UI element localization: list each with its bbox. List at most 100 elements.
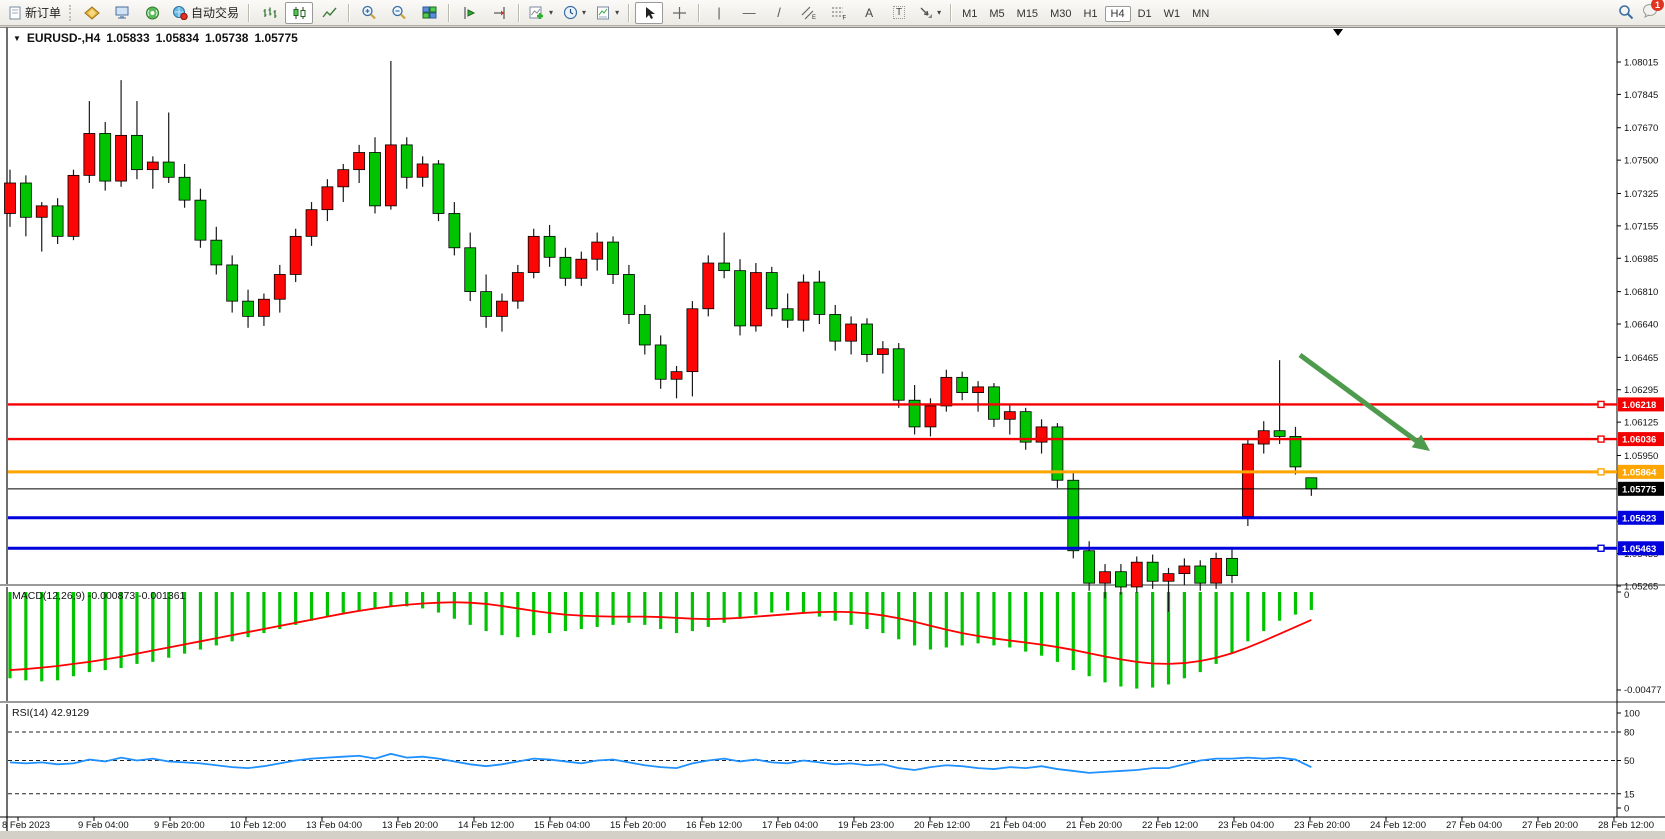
text-tool-button[interactable]: A: [865, 5, 874, 20]
zoom-out-button[interactable]: [385, 2, 413, 24]
virtual-hosting-button[interactable]: [108, 2, 136, 24]
macd-signal-line: [9, 601, 1312, 671]
candle-body: [210, 239, 223, 266]
macd-histogram-bar: [405, 592, 409, 607]
time-tick-label: 21 Feb 20:00: [1066, 820, 1122, 831]
candlestick-chart-button[interactable]: [285, 1, 314, 24]
time-tick-label: 23 Feb 20:00: [1294, 820, 1350, 831]
zoom-in-button[interactable]: [355, 2, 383, 24]
window-left-border: [6, 27, 8, 831]
candle-body: [369, 152, 381, 207]
candle-body: [654, 344, 667, 380]
chart-shift-marker[interactable]: [1333, 29, 1343, 36]
search-icon[interactable]: [1618, 4, 1634, 20]
candle-body: [1178, 565, 1191, 575]
macd-histogram-bar: [817, 592, 821, 617]
bar-chart-button[interactable]: [255, 2, 283, 24]
price-level-badge-label: 1.05864: [1622, 467, 1657, 478]
timeframe-button-m1[interactable]: M1: [962, 7, 978, 20]
macd-histogram-bar: [1182, 592, 1186, 679]
candle-body: [797, 281, 810, 321]
macd-histogram-bar: [1246, 592, 1250, 642]
tile-windows-button[interactable]: [415, 2, 443, 24]
label-tool-button[interactable]: T: [885, 2, 913, 24]
mql5-market-button[interactable]: [78, 2, 106, 24]
timeframe-button-h1[interactable]: H1: [1083, 7, 1098, 20]
chart-shift-button[interactable]: [485, 2, 513, 24]
macd-histogram-bar: [659, 592, 663, 629]
macd-histogram-bar: [278, 592, 282, 629]
tile-windows-icon: [422, 6, 437, 18]
periods-button[interactable]: ▾: [559, 2, 590, 24]
line-anchor-marker[interactable]: [1597, 435, 1605, 443]
time-tick-label: 8 Feb 2023: [2, 820, 50, 831]
templates-button[interactable]: ▾: [592, 2, 623, 24]
new-order-button[interactable]: 新订单: [5, 2, 65, 24]
time-tick-label: 15 Feb 04:00: [534, 820, 590, 831]
panel-separator[interactable]: [0, 701, 1665, 703]
label-tool-icon: T: [893, 6, 906, 19]
panel-separator[interactable]: [0, 584, 1665, 586]
window-top-border: [0, 27, 1665, 28]
auto-scroll-button[interactable]: [455, 2, 483, 24]
timeframe-button-m30[interactable]: M30: [1050, 7, 1072, 20]
macd-histogram-bar: [373, 592, 377, 609]
time-tick-label: 9 Feb 20:00: [154, 820, 205, 831]
trendline-tool-button[interactable]: /: [777, 5, 781, 20]
fibonacci-tool-button[interactable]: F: [825, 2, 853, 24]
autotrading-button[interactable]: 自动交易: [168, 2, 243, 24]
time-tick-label: 21 Feb 04:00: [990, 820, 1046, 831]
arrows-tool-button[interactable]: ▾: [915, 2, 945, 24]
macd-histogram-bar: [262, 592, 266, 634]
macd-histogram-bar: [833, 592, 837, 621]
price-tick-label: 1.07845: [1624, 90, 1658, 101]
zoom-in-icon: [362, 5, 376, 20]
rsi-tick-label: 15: [1624, 789, 1635, 800]
horizontal-line-tool-button[interactable]: —: [742, 5, 756, 20]
chart-collapse-icon[interactable]: ▼: [13, 33, 21, 43]
toolbar-separator: [628, 3, 631, 22]
line-anchor-marker[interactable]: [1597, 400, 1605, 409]
timeframe-button-m5[interactable]: M5: [989, 7, 1005, 20]
candle-body: [321, 186, 334, 211]
timeframe-button-m15[interactable]: M15: [1016, 7, 1039, 20]
macd-histogram-bar: [1293, 592, 1298, 615]
macd-histogram-bar: [1309, 592, 1313, 610]
line-anchor-marker[interactable]: [1597, 468, 1605, 476]
candle-body: [623, 274, 635, 315]
annotation-arrow[interactable]: [1298, 352, 1431, 451]
price-level-badge: [1618, 397, 1664, 412]
macd-histogram-bar: [103, 592, 107, 671]
signals-button[interactable]: [138, 2, 166, 24]
candle-body: [1210, 557, 1223, 584]
chart-close-value: 1.05775: [254, 31, 298, 45]
time-tick-label: 14 Feb 12:00: [458, 820, 514, 831]
line-chart-button[interactable]: [315, 2, 343, 24]
terminal-icon: [115, 6, 129, 18]
candle-body: [1162, 573, 1175, 582]
autotrading-label: 自动交易: [191, 6, 240, 20]
candle-body: [4, 182, 16, 214]
timeframe-button-w1[interactable]: W1: [1163, 7, 1181, 20]
macd-histogram-bar: [389, 592, 393, 607]
channel-tool-button[interactable]: E: [795, 2, 823, 24]
macd-histogram-bar: [722, 592, 726, 623]
macd-histogram-bar: [246, 592, 250, 638]
crosshair-button[interactable]: [665, 2, 693, 24]
macd-histogram-bar: [1198, 592, 1202, 673]
timeframe-button-d1[interactable]: D1: [1137, 7, 1152, 20]
line-anchor-marker[interactable]: [1597, 544, 1605, 552]
timeframe-button-h4[interactable]: H4: [1104, 5, 1131, 22]
panel-separator-highlight: [0, 703, 1665, 704]
toolbar-separator: [698, 3, 701, 22]
notifications-button[interactable]: 1: [1642, 0, 1664, 21]
candle-body: [35, 205, 48, 218]
indicators-button[interactable]: ▾: [525, 2, 557, 24]
macd-histogram-bar: [357, 592, 361, 611]
timeframe-button-mn[interactable]: MN: [1192, 7, 1210, 20]
cursor-button[interactable]: [635, 1, 664, 24]
indicators-icon: [529, 6, 544, 19]
vertical-line-tool-button[interactable]: |: [717, 5, 721, 20]
price-tick-label: 1.07500: [1624, 156, 1658, 167]
